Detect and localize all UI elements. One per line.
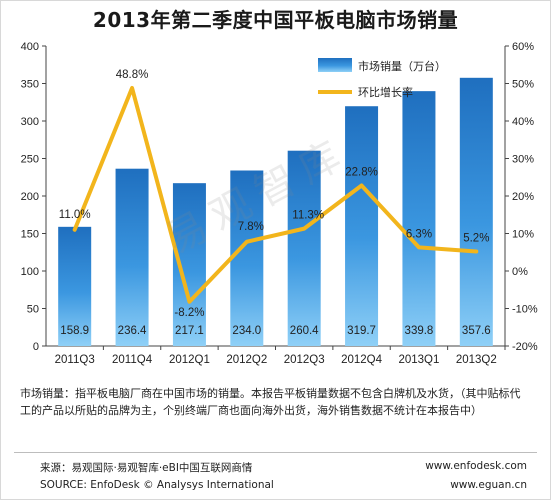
x-tick-label: 2013Q2	[456, 354, 497, 366]
source-url-eguan: www.eguan.cn	[450, 479, 527, 491]
bar-value-label: 158.9	[60, 325, 89, 337]
bar-value-label: 260.4	[290, 325, 319, 337]
y-right-tick-label: -10%	[512, 304, 538, 316]
y-right-tick-label: 50%	[512, 79, 534, 91]
y-left-tick-label: 400	[21, 41, 39, 53]
bar-2013Q2	[459, 77, 493, 347]
growth-rate-label: 5.2%	[463, 233, 489, 245]
legend-swatch-sales	[318, 58, 352, 72]
y-left-tick-label: 150	[21, 229, 39, 241]
chart-title: 2013年第二季度中国平板电脑市场销量	[92, 8, 459, 32]
x-tick-label: 2011Q4	[112, 354, 153, 366]
definition-note: 市场销量：指平板电脑厂商在中国市场的销量。本报告平板销量数据不包含白牌机及水货，…	[20, 387, 521, 417]
x-tick-label: 2012Q3	[284, 354, 325, 366]
y-right-tick-label: 20%	[512, 191, 534, 203]
growth-rate-label: 22.8%	[345, 167, 378, 179]
x-tick-label: 2013Q1	[398, 354, 439, 366]
y-right-tick-label: 60%	[512, 41, 534, 53]
growth-rate-label: 11.0%	[59, 209, 91, 221]
bar-value-label: 319.7	[347, 325, 376, 337]
y-right-tick-label: 10%	[512, 229, 534, 241]
y-right-tick-label: 0%	[512, 266, 528, 278]
growth-rate-label: 11.3%	[292, 210, 324, 222]
bar-2012Q2	[230, 170, 264, 346]
x-tick-label: 2012Q4	[341, 354, 383, 366]
growth-rate-label: -8.2%	[174, 307, 204, 319]
y-left-tick-label: 0	[33, 341, 39, 353]
chart-canvas: 0 50 100 150 200 250 300 350 400 -20% -10% 0% 10% 20%…	[21, 41, 538, 366]
y-left-tick-label: 100	[21, 266, 39, 278]
bar-value-label: 236.4	[118, 325, 147, 337]
footer-divider	[14, 452, 537, 453]
y-left-tick-label: 300	[21, 116, 39, 128]
growth-rate-label: 6.3%	[406, 228, 432, 240]
legend-label-growth: 环比增长率	[358, 85, 413, 99]
bar-value-label: 339.8	[405, 325, 434, 337]
bar-2011Q4	[115, 168, 149, 346]
y-left-tick-label: 200	[21, 191, 39, 203]
y-left-tick-label: 50	[27, 304, 39, 316]
bar-value-label: 234.0	[232, 325, 261, 337]
source-cn: 来源：易观国际·易观智库·eBI中国互联网商情	[40, 462, 253, 474]
y-right-tick-label: 40%	[512, 116, 534, 128]
y-left-tick-label: 250	[21, 154, 39, 166]
x-tick-label: 2011Q3	[55, 354, 95, 366]
growth-rate-line	[72, 86, 479, 304]
growth-rate-label: 7.8%	[238, 221, 264, 233]
x-tick-label: 2012Q1	[169, 354, 210, 366]
bar-2011Q3	[58, 226, 92, 346]
bar-value-label: 217.1	[175, 325, 204, 337]
y-right-tick-label: -20%	[512, 341, 538, 353]
bar-value-label: 357.6	[462, 325, 491, 337]
bar-2013Q1	[402, 91, 436, 347]
source-en: SOURCE: EnfoDesk © Analysys Internationa…	[40, 479, 274, 491]
legend-label-sales: 市场销量（万台）	[358, 59, 446, 73]
growth-rate-label: 48.8%	[116, 69, 149, 81]
bar-2012Q4	[345, 106, 379, 346]
bar-2012Q3	[287, 150, 321, 346]
x-tick-label: 2012Q2	[226, 354, 267, 366]
y-right-tick-label: 30%	[512, 154, 534, 166]
y-left-tick-label: 350	[21, 79, 39, 91]
source-url-enfodesk: www.enfodesk.com	[425, 460, 527, 472]
